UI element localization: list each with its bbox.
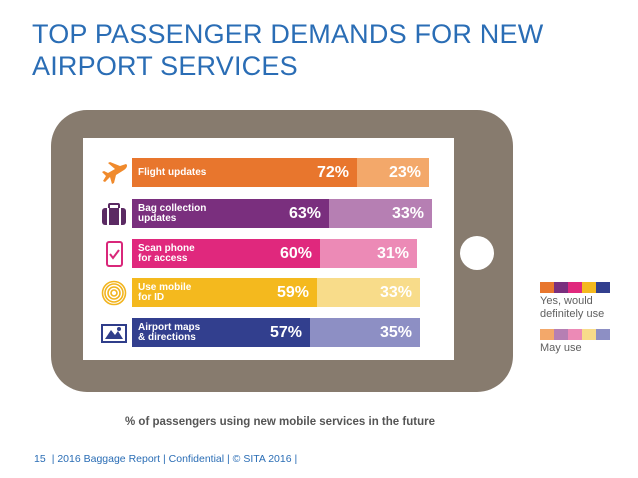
legend-color-chip: [596, 282, 610, 293]
data-label-may-use: 31%: [376, 244, 409, 262]
bar-row-use-mobile-for-id: Use mobile for ID 59% 33%: [96, 278, 456, 307]
bar-row-flight-updates: Flight updates 72% 23%: [96, 158, 456, 187]
phone-scan-icon: [96, 239, 132, 268]
bar-segment-definitely: Use mobile for ID 59%: [132, 278, 317, 307]
bar-segment-may-use: 33%: [317, 278, 420, 307]
bar-segment-definitely: Airport maps & directions 57%: [132, 318, 310, 347]
page-number: 15: [34, 453, 46, 465]
data-label-definitely: 57%: [269, 323, 302, 341]
bar-row-scan-phone-for-access: Scan phone for access 60% 31%: [96, 239, 456, 268]
legend-swatch-may-use: [540, 329, 630, 340]
bar-segment-may-use: 35%: [310, 318, 420, 347]
bar-segment-definitely: Scan phone for access 60%: [132, 239, 320, 268]
bar-segment-definitely: Flight updates 72%: [132, 158, 357, 187]
airplane-icon: [96, 158, 132, 187]
slide-title: TOP PASSENGER DEMANDS FOR NEW AIRPORT SE…: [32, 19, 544, 81]
legend-color-chip: [568, 329, 582, 340]
legend-color-chip: [540, 282, 554, 293]
suitcase-icon: [96, 199, 132, 228]
data-label-may-use: 33%: [391, 204, 424, 222]
category-label: Scan phone for access: [138, 242, 195, 264]
legend-label-may-use: May use: [540, 342, 582, 354]
data-label-may-use: 23%: [388, 163, 421, 181]
data-label-definitely: 72%: [316, 163, 349, 181]
legend-color-chip: [596, 329, 610, 340]
category-label: Use mobile for ID: [138, 281, 192, 303]
chart-caption: % of passengers using new mobile service…: [125, 416, 435, 428]
legend-swatch-definitely: [540, 282, 630, 293]
legend-label-definitely: Yes, would definitely use: [540, 295, 605, 320]
bar-segment-definitely: Bag collection updates 63%: [132, 199, 329, 228]
legend-color-chip: [568, 282, 582, 293]
bar-segment-may-use: 33%: [329, 199, 432, 228]
bar-segment-may-use: 31%: [320, 239, 417, 268]
phone-home-button: [460, 236, 494, 270]
footer-text: | 2016 Baggage Report | Confidential | ©…: [51, 453, 298, 465]
fingerprint-icon: [96, 278, 132, 307]
category-label: Flight updates: [138, 166, 207, 178]
data-label-definitely: 60%: [279, 244, 312, 262]
legend-color-chip: [540, 329, 554, 340]
category-label: Airport maps & directions: [138, 321, 201, 343]
data-label-may-use: 35%: [379, 323, 412, 341]
bar-segment-may-use: 23%: [357, 158, 429, 187]
data-label-definitely: 59%: [276, 283, 309, 301]
legend-color-chip: [582, 282, 596, 293]
legend-color-chip: [554, 282, 568, 293]
map-icon: [96, 318, 132, 347]
data-label-definitely: 63%: [288, 204, 321, 222]
slide-footer: 15 | 2016 Baggage Report | Confidential |…: [34, 453, 303, 465]
bar-row-bag-collection-updates: Bag collection updates 63% 33%: [96, 199, 456, 228]
category-label: Bag collection updates: [138, 202, 207, 224]
chart-legend: Yes, would definitely use May use: [540, 282, 630, 355]
data-label-may-use: 33%: [379, 283, 412, 301]
bar-row-airport-maps-directions: Airport maps & directions 57% 35%: [96, 318, 456, 347]
legend-color-chip: [554, 329, 568, 340]
legend-color-chip: [582, 329, 596, 340]
